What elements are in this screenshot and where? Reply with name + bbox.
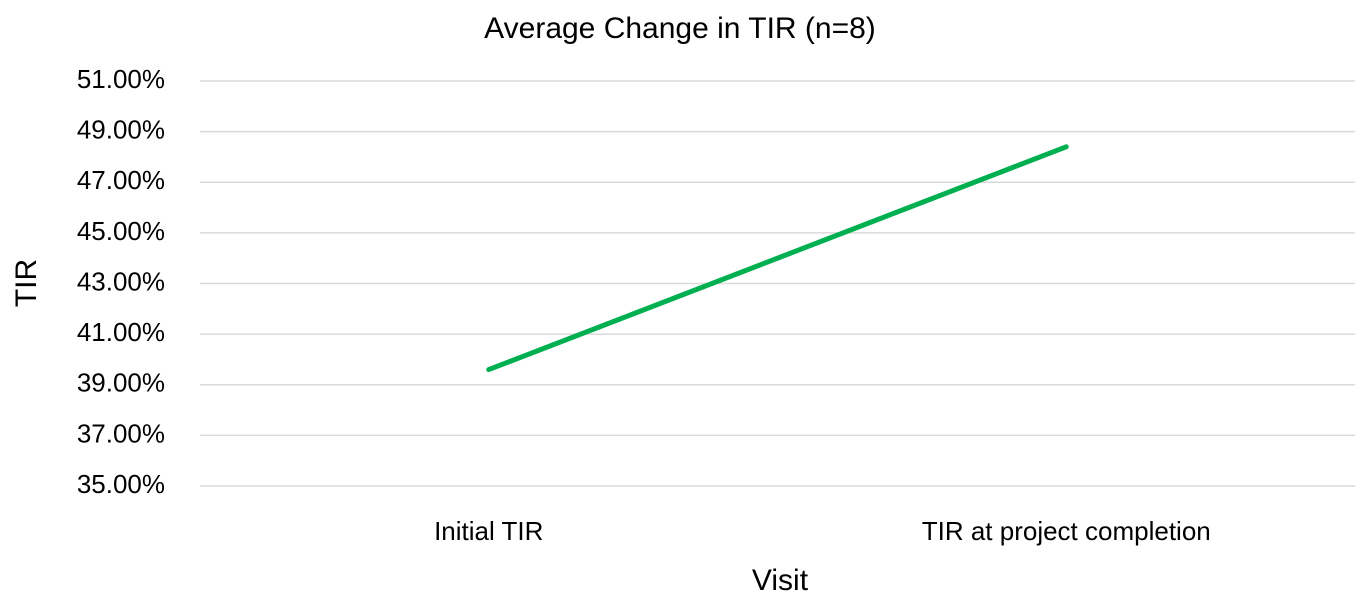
y-tick-label: 41.00% bbox=[77, 317, 165, 347]
y-tick-label: 47.00% bbox=[77, 165, 165, 195]
x-tick-label: TIR at project completion bbox=[922, 516, 1211, 546]
x-axis-title: Visit bbox=[752, 564, 809, 597]
y-tick-label: 39.00% bbox=[77, 368, 165, 398]
y-tick-label: 35.00% bbox=[77, 469, 165, 499]
y-tick-label: 43.00% bbox=[77, 266, 165, 296]
y-tick-label: 37.00% bbox=[77, 418, 165, 448]
chart-title: Average Change in TIR (n=8) bbox=[484, 12, 876, 45]
y-tick-label: 45.00% bbox=[77, 216, 165, 246]
x-tick-label: Initial TIR bbox=[434, 516, 543, 546]
y-axis-title: TIR bbox=[10, 259, 43, 307]
y-tick-label: 51.00% bbox=[77, 64, 165, 94]
y-tick-label: 49.00% bbox=[77, 115, 165, 145]
line-series bbox=[486, 144, 1069, 373]
